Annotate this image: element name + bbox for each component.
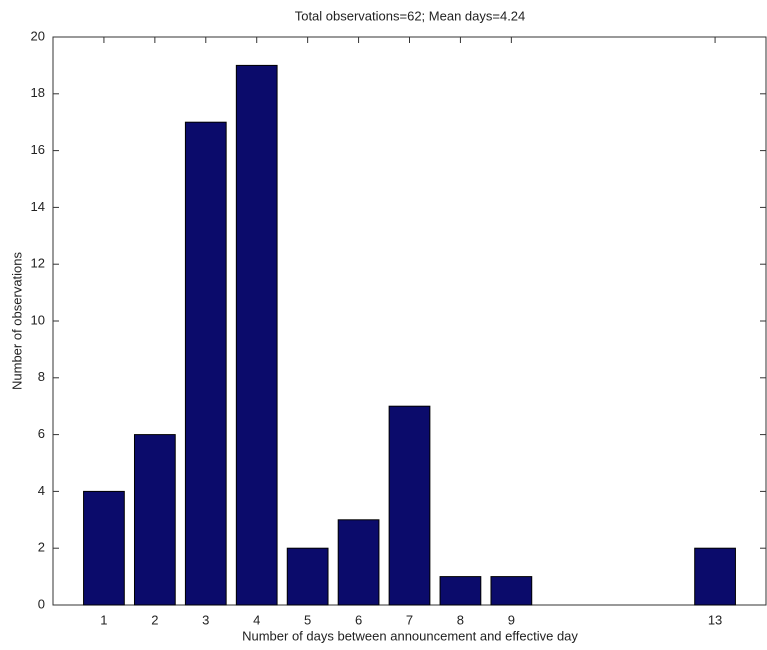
y-axis-label: Number of observations [9, 251, 24, 390]
y-tick-label: 6 [38, 426, 45, 441]
x-tick-label: 5 [304, 612, 311, 627]
x-tick-label: 13 [708, 612, 722, 627]
bar [337, 519, 380, 606]
y-tick-label: 8 [38, 369, 45, 384]
x-tick-label: 4 [253, 612, 260, 627]
y-tick-label: 16 [31, 142, 45, 157]
y-tick-label: 10 [31, 312, 45, 327]
x-tick-label: 8 [457, 612, 464, 627]
chart-title: Total observations=62; Mean days=4.24 [295, 8, 526, 23]
y-tick-label: 20 [31, 28, 45, 43]
y-tick-label: 12 [31, 256, 45, 271]
x-tick-label: 6 [355, 612, 362, 627]
bar [83, 490, 125, 606]
y-tick-label: 2 [38, 540, 45, 555]
bar [490, 576, 533, 606]
bar [439, 576, 482, 606]
x-tick-label: 3 [202, 612, 209, 627]
y-tick-label: 18 [31, 85, 45, 100]
y-tick-label: 0 [38, 596, 45, 611]
x-axis-label: Number of days between announcement and … [242, 628, 578, 643]
x-tick-label: 9 [508, 612, 515, 627]
y-tick-label: 4 [38, 483, 45, 498]
bar [694, 547, 736, 606]
x-tick-label: 2 [151, 612, 158, 627]
bar [286, 547, 329, 606]
bar [184, 121, 227, 606]
bar [235, 64, 278, 606]
bar [388, 405, 431, 606]
x-tick-label: 7 [406, 612, 413, 627]
x-tick-label: 1 [100, 612, 107, 627]
bar [133, 434, 176, 606]
y-tick-label: 14 [31, 199, 45, 214]
